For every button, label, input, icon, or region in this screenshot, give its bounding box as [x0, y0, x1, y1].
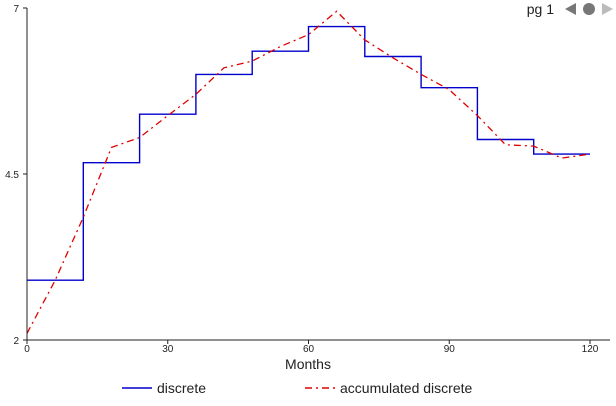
triangle-right-icon[interactable] — [600, 2, 614, 16]
x-axis-title: Months — [285, 356, 331, 372]
y-tick-label: 2 — [13, 336, 19, 347]
x-axis-ticks: 0 30 60 90 120 — [24, 340, 599, 355]
legend-label: discrete — [157, 380, 206, 396]
x-tick-label: 90 — [444, 344, 456, 355]
series-line-accumulated-discrete — [26, 10, 591, 334]
triangle-left-icon[interactable] — [564, 2, 578, 16]
y-tick-label: 7 — [13, 4, 19, 15]
x-tick-label: 30 — [162, 344, 174, 355]
pager: pg 1 — [527, 0, 614, 18]
x-tick-label: 120 — [582, 344, 599, 355]
circle-icon — [583, 3, 595, 15]
y-tick-label: 4.5 — [5, 170, 19, 181]
legend: discrete accumulated discrete — [122, 380, 473, 396]
x-tick-label: 60 — [303, 344, 315, 355]
legend-label: accumulated discrete — [340, 380, 473, 396]
y-axis-ticks: 24.57 — [5, 4, 27, 347]
series-line-discrete — [27, 25, 590, 281]
x-tick-label: 0 — [24, 344, 30, 355]
plot-area — [26, 10, 591, 334]
page-indicator: pg 1 — [526, 1, 554, 17]
